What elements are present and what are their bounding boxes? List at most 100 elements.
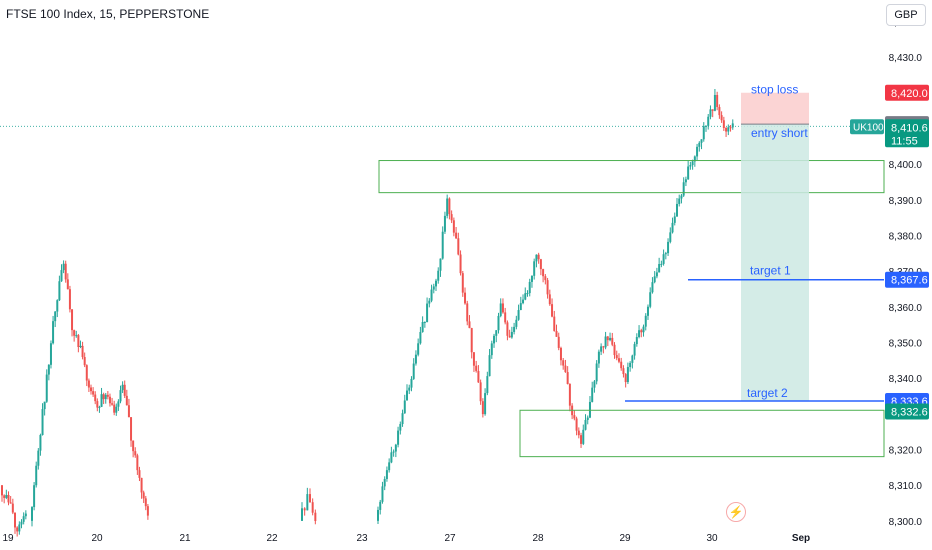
- candle-body: [428, 300, 431, 304]
- currency-button[interactable]: GBP: [886, 4, 926, 26]
- candle-body: [606, 336, 609, 341]
- candle-body: [704, 125, 707, 127]
- candle-body: [66, 279, 69, 290]
- candle-body: [459, 254, 462, 274]
- candle-body: [617, 358, 620, 362]
- candle-body: [727, 127, 730, 132]
- candle-body: [477, 370, 480, 383]
- candle-body: [615, 355, 618, 359]
- candle-body: [660, 263, 663, 265]
- candle-body: [401, 413, 404, 425]
- candle-body: [577, 430, 580, 436]
- stop-loss-area: [741, 92, 809, 125]
- candle-body: [671, 222, 674, 233]
- x-tick-label: 23: [356, 533, 368, 544]
- candle-body: [519, 303, 522, 311]
- y-tick-label: 8,430.0: [889, 53, 923, 64]
- candle-body: [301, 508, 303, 521]
- candles: [1, 89, 734, 537]
- entry-short-label: entry short: [751, 126, 808, 140]
- candle-body: [684, 179, 687, 183]
- candle-body: [81, 345, 84, 358]
- candle-body: [493, 335, 496, 344]
- symbol-tag: UK100: [853, 122, 884, 133]
- candle-body: [123, 384, 126, 396]
- candle-body: [39, 435, 42, 451]
- candle-body: [443, 215, 446, 232]
- candle-body: [633, 344, 636, 356]
- candle-body: [669, 232, 672, 242]
- candle-body: [658, 264, 661, 273]
- candle-body: [573, 415, 576, 419]
- y-tick-label: 8,310.0: [889, 481, 923, 492]
- candle-body: [600, 346, 603, 352]
- candle-body: [653, 276, 656, 283]
- candle-body: [513, 326, 516, 332]
- candle-body: [49, 343, 52, 365]
- candle-body: [403, 400, 406, 414]
- candle-body: [707, 116, 710, 126]
- candle-body: [437, 270, 440, 281]
- y-tick-label: 8,300.0: [889, 517, 923, 528]
- candle-body: [121, 384, 124, 391]
- price-label: 8,410.6: [891, 122, 928, 134]
- candle-body: [475, 365, 478, 371]
- candle-body: [580, 435, 583, 444]
- candle-body: [309, 494, 311, 503]
- candle-body: [54, 311, 57, 322]
- candle-body: [667, 241, 670, 254]
- candle-body: [113, 404, 116, 413]
- candle-body: [722, 120, 725, 129]
- candle-body: [553, 316, 556, 331]
- candle-body: [392, 451, 395, 453]
- candle-body: [564, 365, 567, 373]
- candle-body: [394, 444, 397, 452]
- x-tick-label: 30: [706, 533, 718, 544]
- price-label-box: [885, 271, 929, 288]
- candle-body: [419, 331, 422, 344]
- candle-body: [602, 346, 605, 348]
- candle-body: [87, 380, 90, 388]
- candle-body: [624, 374, 627, 383]
- candle-body: [62, 263, 65, 271]
- candle-body: [544, 276, 547, 281]
- candle-body: [515, 319, 518, 327]
- candle-body: [385, 470, 388, 479]
- candle-body: [700, 139, 703, 143]
- candle-body: [450, 214, 453, 221]
- candle-body: [390, 452, 393, 463]
- candle-body: [399, 424, 402, 431]
- candle-body: [593, 381, 596, 388]
- price-label-box: [885, 84, 929, 101]
- y-tick-label: 8,320.0: [889, 446, 923, 457]
- candle-body: [687, 166, 690, 180]
- x-tick-label: 27: [444, 533, 456, 544]
- candle-body: [466, 303, 469, 322]
- candle-body: [303, 508, 306, 511]
- candle-body: [58, 281, 61, 301]
- candle-body: [490, 343, 493, 356]
- candle-body: [7, 494, 10, 503]
- candle-body: [461, 273, 464, 293]
- candle-body: [548, 294, 551, 305]
- candle-body: [138, 470, 141, 478]
- candle-body: [524, 293, 527, 300]
- candle-body: [60, 270, 63, 282]
- y-tick-label: 8,350.0: [889, 338, 923, 349]
- candle-body: [77, 335, 80, 348]
- candle-body: [11, 503, 14, 513]
- candle-body: [85, 365, 88, 381]
- candle-body: [731, 123, 734, 128]
- candle-body: [470, 328, 473, 353]
- candle-body: [546, 280, 549, 295]
- candle-body: [646, 306, 649, 316]
- candle-body: [410, 378, 413, 388]
- candle-body: [140, 477, 143, 493]
- candle-body: [144, 498, 147, 507]
- candle-body: [597, 351, 600, 364]
- candle-body: [611, 337, 614, 345]
- candle-body: [22, 516, 25, 522]
- y-tick-label: 8,380.0: [889, 231, 923, 242]
- candle-body: [501, 303, 504, 313]
